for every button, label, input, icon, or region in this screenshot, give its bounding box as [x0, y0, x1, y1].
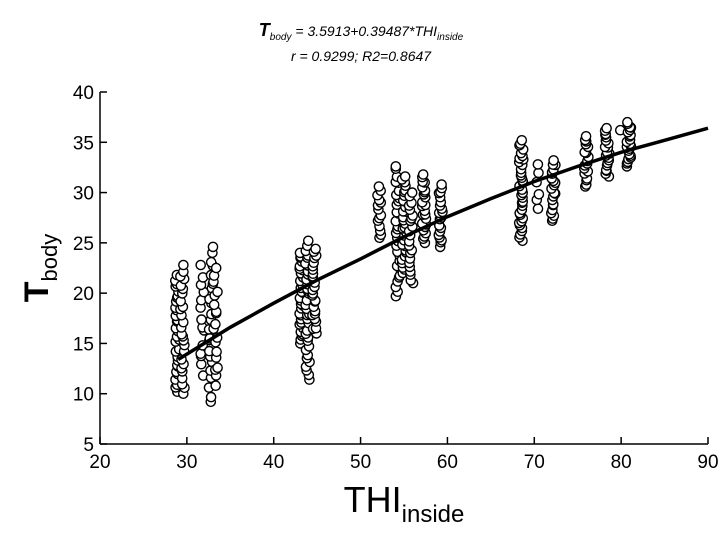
data-point — [178, 259, 189, 271]
y-tick-label: 20 — [73, 284, 94, 305]
chart-title-equation: Tbody = 3.5913+0.39487*THIinside — [0, 20, 722, 43]
x-tick-label: 40 — [263, 452, 284, 473]
data-point — [211, 346, 222, 358]
data-point — [373, 181, 385, 192]
x-axis-title-sub: inside — [402, 501, 465, 528]
data-point — [516, 134, 528, 146]
fit-curve — [177, 126, 709, 361]
data-point — [195, 259, 206, 271]
y-tick-label: 10 — [73, 385, 94, 406]
data-point — [196, 314, 207, 325]
axes — [99, 92, 708, 445]
data-point — [212, 362, 223, 374]
data-point — [601, 122, 612, 134]
y-tick-label: 5 — [83, 435, 94, 456]
x-tick-label: 50 — [350, 452, 371, 473]
data-point — [406, 187, 418, 198]
data-points — [169, 116, 637, 408]
data-point — [548, 155, 559, 166]
y-axis-title-main: T — [18, 281, 56, 302]
data-point — [417, 169, 429, 180]
x-tick-label: 60 — [437, 452, 458, 473]
y-tick-label: 40 — [73, 83, 94, 104]
y-axis-title-sub: body — [37, 234, 62, 282]
data-point — [210, 380, 221, 392]
title-symbol-subscript: body — [269, 31, 292, 43]
data-point — [399, 171, 411, 182]
title-equation-subscript: inside — [437, 31, 464, 43]
ticks: 20 30 40 50 60 70 80 90 5 10 15 20 25 30 35 40 — [73, 83, 719, 473]
x-tick-label: 20 — [89, 452, 110, 473]
data-point — [208, 299, 220, 311]
x-tick-label: 30 — [176, 452, 197, 473]
y-axis-title: Tbody — [18, 234, 62, 303]
title-equation-text: = 3.5913+0.39487*THI — [291, 23, 438, 39]
x-tick-label: 80 — [611, 452, 632, 473]
y-tick-label: 25 — [73, 234, 94, 255]
data-point — [205, 391, 217, 403]
x-axis-title-main: THI — [344, 479, 402, 520]
data-point — [310, 243, 321, 255]
data-point — [210, 262, 222, 274]
data-point — [533, 188, 545, 200]
y-tick-label: 30 — [73, 184, 94, 205]
chart-title-stats: r = 0.9299; R2=0.8647 — [290, 48, 432, 64]
data-point — [390, 161, 402, 172]
data-point — [532, 203, 544, 214]
data-point — [622, 116, 633, 128]
data-point — [533, 167, 544, 179]
x-tick-label: 90 — [697, 452, 718, 473]
data-point — [210, 318, 221, 330]
x-axis-title: THIinside — [344, 479, 465, 528]
y-tick-label: 15 — [73, 334, 94, 355]
data-point — [207, 241, 219, 253]
data-point — [302, 235, 314, 247]
data-point — [212, 286, 223, 298]
y-tick-label: 35 — [73, 133, 94, 154]
data-point — [436, 179, 447, 190]
x-tick-label: 70 — [524, 452, 545, 473]
title-symbol: T — [258, 20, 270, 40]
data-point — [532, 159, 544, 170]
data-point — [580, 130, 592, 142]
